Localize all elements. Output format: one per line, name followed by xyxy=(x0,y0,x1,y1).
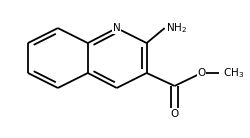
Text: NH$_2$: NH$_2$ xyxy=(166,21,187,35)
Text: CH$_3$: CH$_3$ xyxy=(224,66,245,80)
Text: O: O xyxy=(170,109,179,119)
Text: O: O xyxy=(198,68,206,78)
Text: N: N xyxy=(113,23,120,33)
